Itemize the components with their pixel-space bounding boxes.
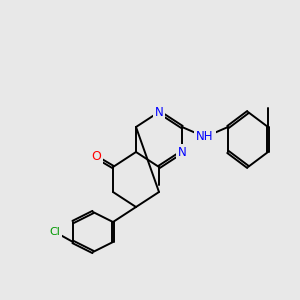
- Text: N: N: [178, 146, 186, 158]
- Text: O: O: [91, 151, 101, 164]
- Text: NH: NH: [196, 130, 214, 143]
- Text: Cl: Cl: [50, 227, 60, 237]
- Text: N: N: [154, 106, 164, 118]
